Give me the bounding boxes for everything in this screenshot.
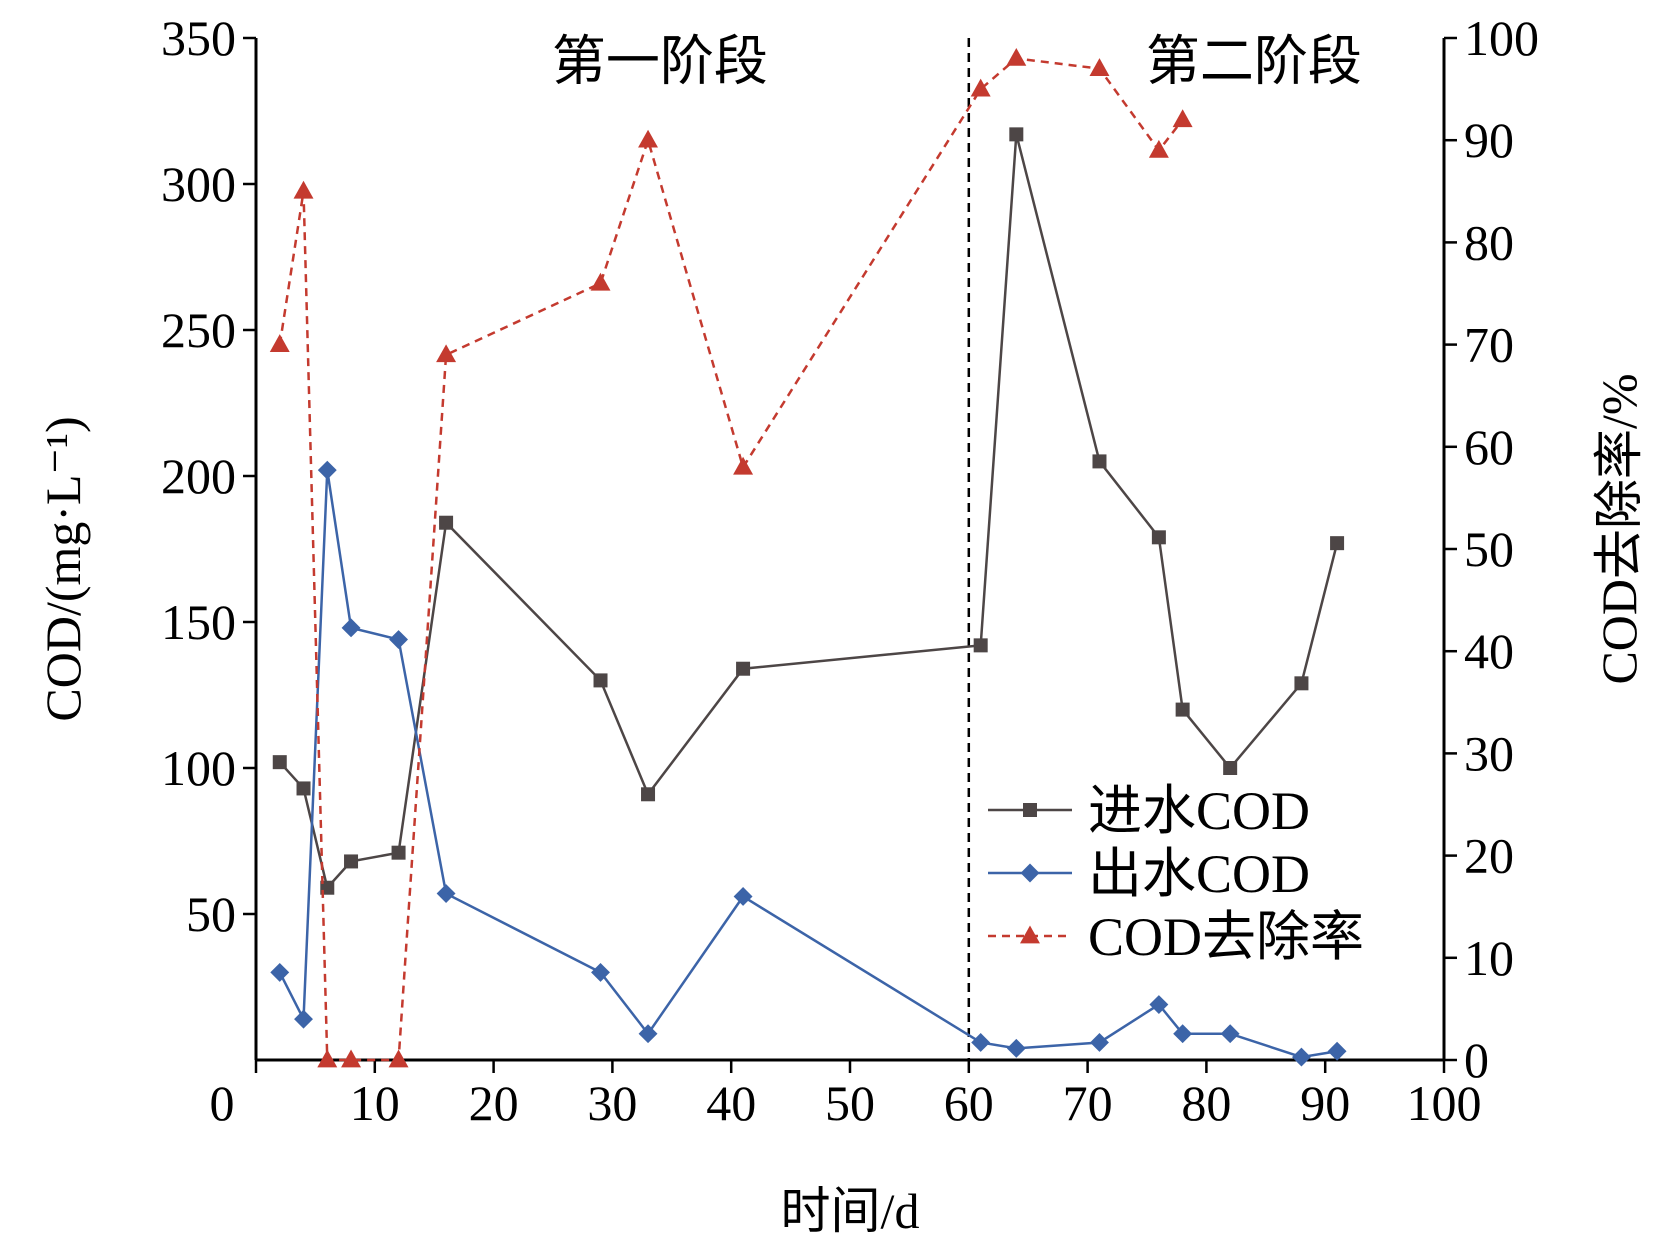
data-point (971, 1033, 991, 1052)
y-right-tick-label: 10 (1464, 930, 1514, 986)
x-tick-label: 0 (210, 1075, 235, 1131)
y-right-tick-label: 20 (1464, 828, 1514, 884)
y-axis-left-label: COD/(mg·L⁻¹) (35, 416, 91, 721)
data-point (590, 272, 611, 291)
legend-label: 进水COD (1088, 781, 1310, 841)
data-point (1220, 1024, 1240, 1044)
data-point (593, 673, 608, 688)
x-tick-label: 100 (1407, 1075, 1482, 1131)
x-tick-label: 90 (1300, 1075, 1350, 1131)
y-right-tick-label: 100 (1464, 10, 1539, 66)
data-point (736, 661, 751, 676)
data-point (439, 515, 454, 530)
y-left-tick-label: 200 (161, 448, 236, 504)
x-tick-label: 20 (469, 1075, 519, 1131)
data-point (1330, 536, 1345, 551)
annotations-group: 第一阶段 第二阶段 (552, 31, 1362, 91)
data-point (1149, 995, 1169, 1014)
data-point (970, 78, 991, 97)
x-axis-label: 时间/d (781, 1183, 920, 1239)
data-point (1294, 676, 1309, 691)
data-point (317, 1049, 338, 1068)
y-left-tick-label: 300 (161, 156, 236, 212)
y-right-tick-label: 0 (1464, 1032, 1489, 1088)
data-point (272, 755, 287, 770)
x-tick-label: 60 (944, 1075, 994, 1131)
data-point (638, 1024, 658, 1044)
x-tick-label: 70 (1063, 1075, 1113, 1131)
y-right-tick-label: 90 (1464, 112, 1514, 168)
series-0 (272, 127, 1345, 895)
data-point (1175, 702, 1190, 717)
data-point (436, 344, 457, 363)
x-tick-label: 30 (587, 1075, 637, 1131)
legend-marker (1020, 863, 1040, 883)
data-point (1327, 1041, 1347, 1061)
data-point (296, 781, 311, 796)
data-point (341, 1049, 362, 1068)
y-left-tick-label: 250 (161, 302, 236, 358)
y-right-tick-label: 70 (1464, 317, 1514, 373)
data-point (973, 638, 988, 653)
data-point (1148, 139, 1169, 158)
data-point (294, 1009, 313, 1029)
legend-label: 出水COD (1088, 844, 1310, 904)
data-point (1223, 761, 1238, 775)
series-line (278, 469, 1338, 1059)
series-line (278, 57, 1184, 1062)
data-point (269, 334, 290, 352)
data-point (293, 180, 314, 199)
data-point (1089, 58, 1110, 77)
y-right-tick-label: 50 (1464, 521, 1514, 577)
series-group (269, 47, 1347, 1068)
series-1 (270, 460, 1347, 1067)
data-point (1009, 127, 1024, 142)
legend-marker (1023, 803, 1037, 817)
y-left-tick-label: 50 (186, 886, 236, 942)
x-tick-label: 80 (1181, 1075, 1231, 1131)
y-right-tick-label: 40 (1464, 623, 1514, 679)
data-point (1092, 454, 1107, 469)
data-point (389, 630, 409, 649)
legend-label: COD去除率 (1088, 907, 1364, 967)
stage-annotation: 第二阶段 (1146, 31, 1362, 91)
x-tick-label: 50 (825, 1075, 875, 1131)
data-point (341, 618, 361, 638)
y-right-tick-label: 30 (1464, 725, 1514, 781)
y-right-tick-label: 80 (1464, 214, 1514, 270)
data-point (733, 456, 754, 475)
data-point (1172, 109, 1193, 128)
data-point (391, 845, 406, 860)
data-point (388, 1049, 409, 1068)
data-point (344, 854, 359, 869)
data-point (1151, 530, 1166, 545)
x-tick-label: 40 (706, 1075, 756, 1131)
series-line (278, 134, 1339, 891)
data-point (1006, 47, 1027, 66)
y-axis-right-label: COD去除率/% (1591, 373, 1647, 684)
data-point (733, 887, 753, 906)
y-left-tick-label: 150 (161, 594, 236, 650)
x-tick-label: 10 (350, 1075, 400, 1131)
stage-annotation: 第一阶段 (552, 31, 768, 91)
y-left-tick-label: 350 (161, 10, 236, 66)
y-left-tick-label: 100 (161, 740, 236, 796)
data-point (1090, 1033, 1109, 1052)
data-point (638, 129, 659, 148)
data-point (1173, 1024, 1193, 1044)
data-point (1291, 1047, 1311, 1067)
ticks-group: 0 10 20 30 40 50 60 70 80 90 100501001502002503003… (161, 10, 1539, 1131)
y-right-tick-label: 60 (1464, 419, 1514, 475)
data-point (270, 962, 290, 982)
series-2 (269, 47, 1193, 1068)
data-point (1006, 1038, 1026, 1058)
data-point (641, 787, 656, 802)
data-point (317, 460, 337, 480)
data-point (591, 962, 610, 982)
legend-marker (1020, 925, 1040, 944)
data-point (436, 884, 456, 904)
